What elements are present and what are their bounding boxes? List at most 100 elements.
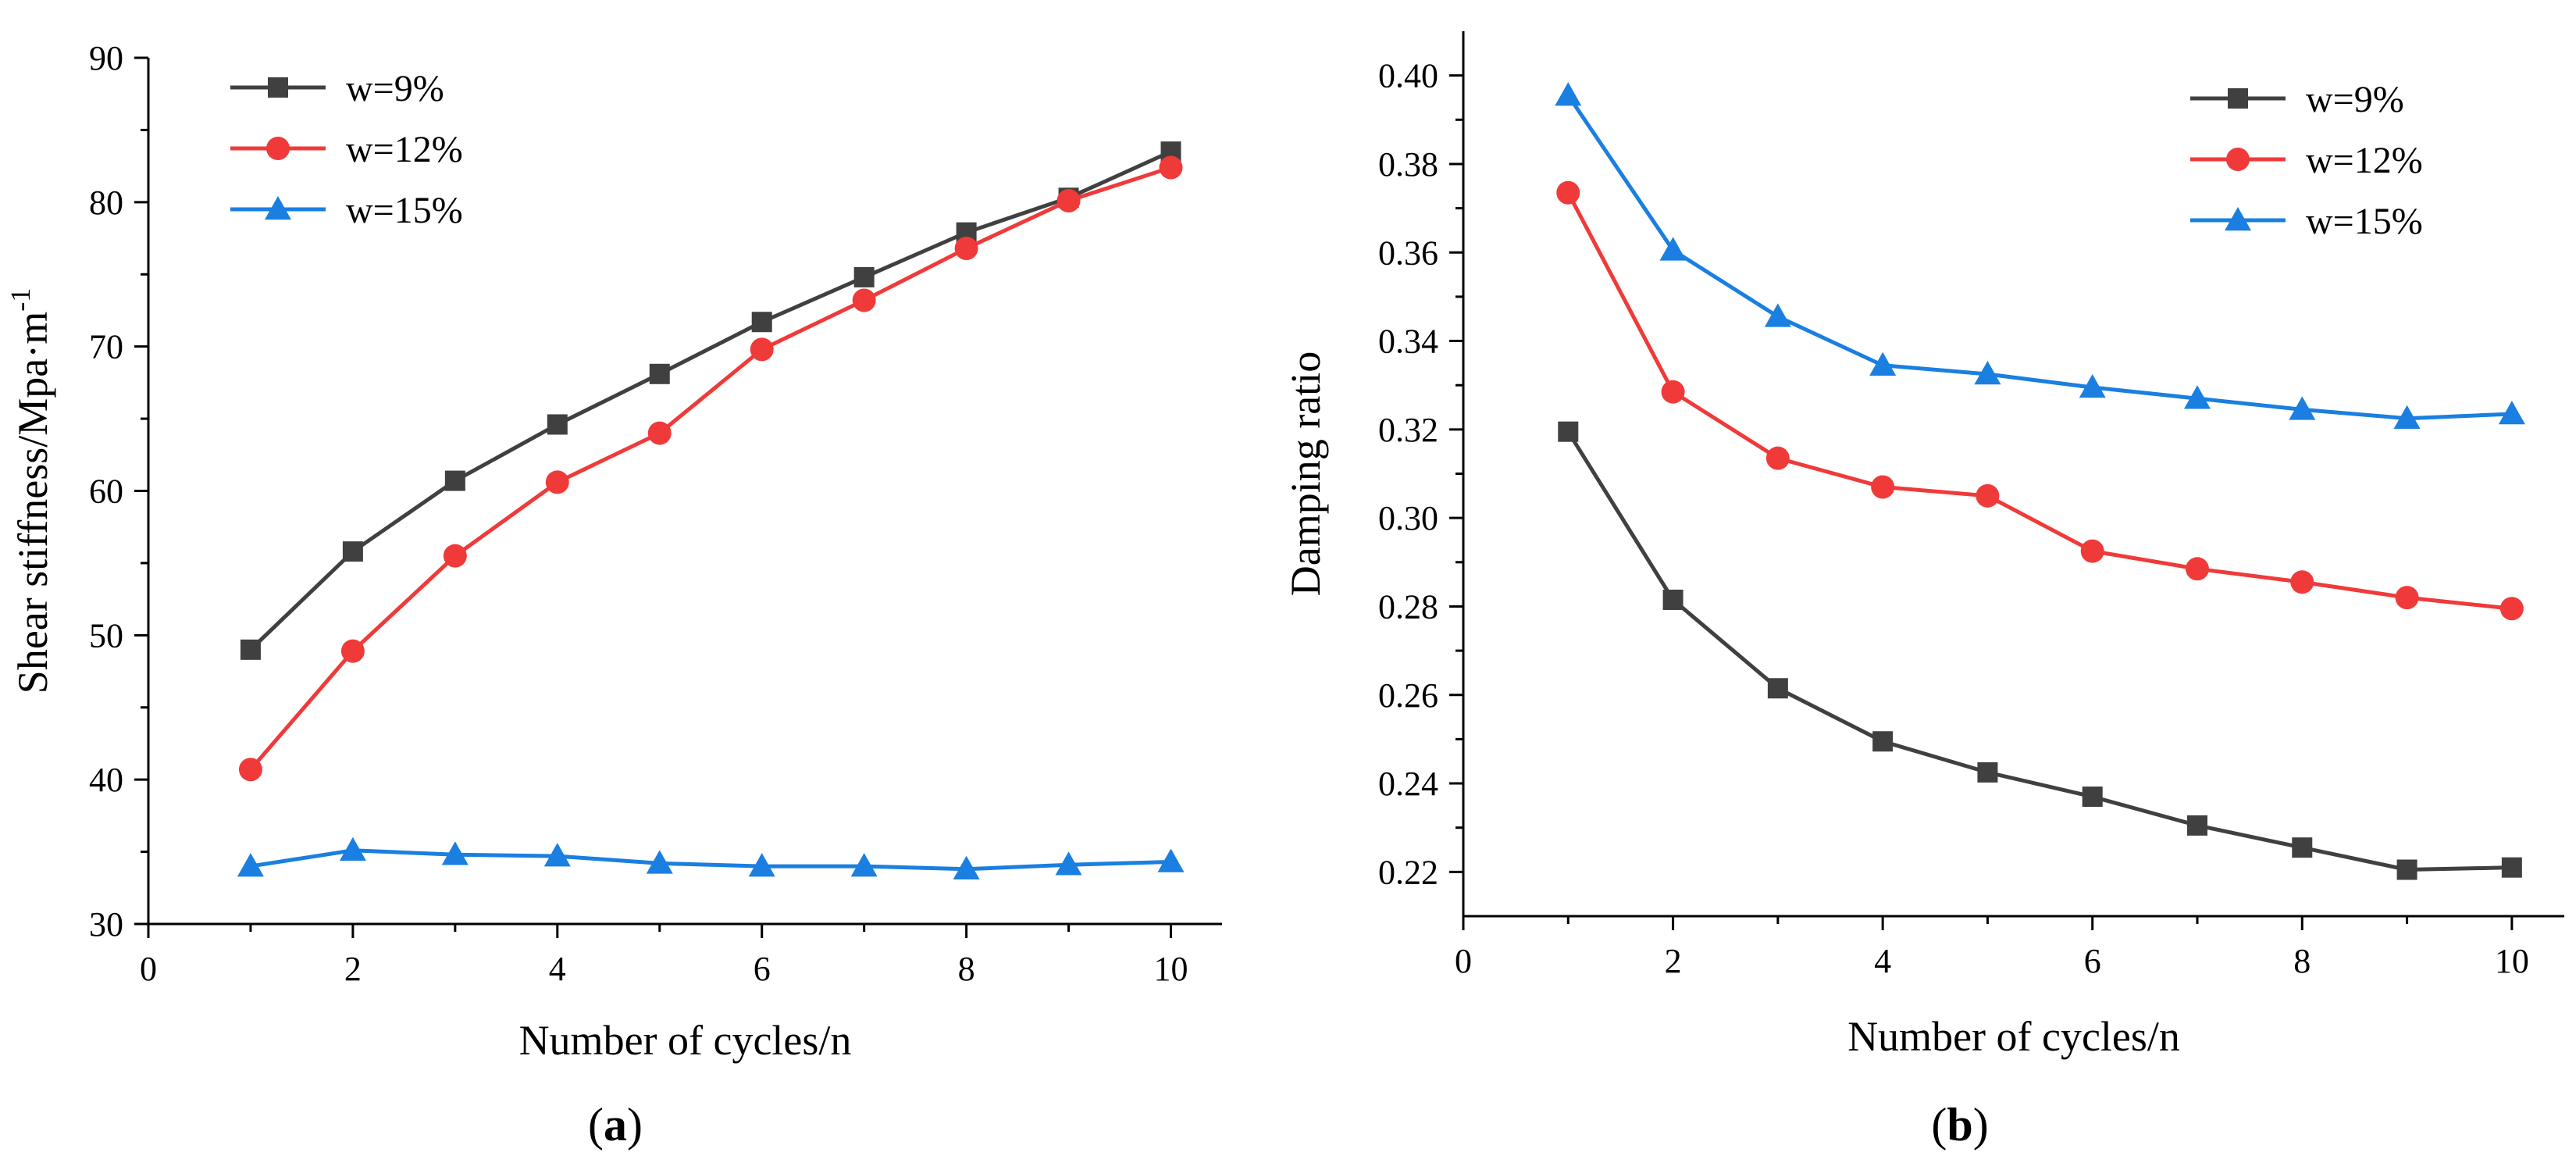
- legend-marker-1: [268, 77, 288, 98]
- data-point-series-2: [853, 289, 876, 312]
- y-axis-title-main: Shear stiffness/Mpa·m: [9, 312, 56, 694]
- data-point-series-2: [2396, 586, 2419, 609]
- data-point-series-2: [1160, 155, 1183, 179]
- y-tick-label: 0.24: [1378, 765, 1438, 803]
- y-tick-label: 0.22: [1378, 853, 1438, 891]
- y-tick-label: 30: [89, 905, 123, 943]
- legend-label-1: w=9%: [2306, 79, 2404, 120]
- data-point-series-2: [2290, 570, 2314, 594]
- x-tick-label: 2: [1665, 942, 1682, 980]
- y-tick-label: 0.30: [1378, 499, 1438, 537]
- legend-marker-1: [2228, 88, 2248, 109]
- data-point-series-1: [854, 267, 875, 287]
- legend: w=9% w=12% w=15%: [230, 68, 463, 231]
- legend: w=9% w=12% w=15%: [2190, 79, 2423, 242]
- data-point-series-3: [1660, 237, 1687, 260]
- data-point-series-2: [444, 544, 467, 568]
- x-tick-label: 10: [1154, 950, 1188, 988]
- data-point-series-1: [2292, 837, 2312, 858]
- data-point-series-1: [2397, 860, 2417, 880]
- data-point-series-2: [1662, 380, 1685, 404]
- y-tick-label: 40: [89, 761, 123, 799]
- panel-b-damping-ratio-chart: 0 2 4 6 8 10 0.22 0.24 0.26 0.28 0.30 0.32 0.34 0.36 0…: [1282, 31, 2564, 1150]
- data-point-series-1: [445, 471, 465, 491]
- x-tick-label: 2: [344, 950, 362, 988]
- data-point-series-1: [343, 541, 363, 562]
- y-tick-label: 60: [89, 473, 123, 511]
- legend-label-2: w=12%: [2306, 140, 2423, 181]
- data-point-series-1: [2502, 858, 2522, 878]
- y-axis-title: Damping ratio: [1282, 351, 1329, 596]
- data-point-series-1: [2083, 787, 2103, 807]
- data-point-series-1: [1558, 422, 1578, 442]
- legend-label-1: w=9%: [346, 68, 444, 109]
- x-tick-label: 6: [754, 950, 771, 988]
- y-axis-title: Shear stiffness/Mpa·m-1: [5, 288, 56, 694]
- y-tick-label: 0.34: [1378, 323, 1438, 361]
- legend-label-3: w=15%: [346, 190, 463, 231]
- x-tick-label: 8: [958, 950, 975, 988]
- data-point-series-1: [1977, 762, 1997, 783]
- data-point-series-2: [546, 470, 569, 494]
- data-point-series-2: [2081, 540, 2104, 563]
- y-tick-label: 90: [89, 39, 123, 77]
- data-point-series-2: [1766, 447, 1790, 470]
- x-tick-label: 4: [1874, 942, 1891, 980]
- legend-marker-2: [2226, 148, 2250, 171]
- y-tick-label: 0.36: [1378, 234, 1438, 272]
- y-tick-label: 0.32: [1378, 411, 1438, 449]
- figure: 0 2 4 6 8 1030405060708090Number of cycles/nS…: [0, 0, 2576, 1170]
- series-line-1: [1568, 432, 2512, 870]
- data-point-series-2: [750, 337, 774, 361]
- y-tick-label: 0.38: [1378, 145, 1438, 184]
- data-point-series-2: [955, 237, 978, 260]
- data-point-series-2: [1556, 181, 1580, 205]
- x-tick-label: 6: [2084, 942, 2101, 980]
- data-point-series-1: [650, 364, 670, 384]
- y-tick-label: 80: [89, 184, 123, 222]
- x-tick-label: 0: [140, 950, 157, 988]
- data-point-series-2: [2500, 597, 2524, 620]
- data-point-series-2: [239, 758, 262, 781]
- data-point-series-1: [2187, 815, 2207, 836]
- panel-a-shear-stiffness-chart: 0 2 4 6 8 10 30 40 50 60 70 80 90 Number of cycles/n S…: [5, 39, 1222, 1150]
- data-point-series-3: [1765, 303, 1791, 326]
- panel-label-letter: a: [604, 1099, 627, 1150]
- data-point-series-2: [648, 422, 672, 445]
- y-tick-label: 50: [89, 616, 123, 655]
- data-point-series-2: [1057, 189, 1081, 212]
- data-point-series-1: [240, 640, 261, 660]
- legend-label-2: w=12%: [346, 129, 463, 170]
- data-point-series-1: [1663, 590, 1683, 610]
- data-point-series-3: [1869, 352, 1896, 376]
- x-axis-title: Number of cycles/n: [1847, 1013, 2180, 1060]
- data-point-series-2: [341, 640, 365, 663]
- panel-label: (a): [588, 1099, 643, 1150]
- data-point-series-1: [752, 312, 772, 332]
- series-line-2: [1568, 193, 2512, 609]
- x-tick-label: 0: [1455, 942, 1472, 980]
- y-tick-label: 70: [89, 328, 123, 366]
- series-line-3: [251, 851, 1171, 869]
- x-tick-label: 10: [2495, 942, 2529, 980]
- data-point-series-1: [1768, 678, 1788, 698]
- panel-label-letter: b: [1947, 1099, 1972, 1150]
- panel-label: (b): [1931, 1099, 1988, 1150]
- y-axis-title-superscript: -1: [5, 288, 36, 312]
- legend-marker-2: [266, 137, 290, 160]
- x-tick-label: 4: [549, 950, 566, 988]
- x-axis-title: Number of cycles/n: [519, 1017, 852, 1064]
- data-point-series-1: [547, 414, 568, 434]
- y-tick-label: 0.40: [1378, 57, 1438, 95]
- data-point-series-2: [2186, 557, 2209, 580]
- legend-label-3: w=15%: [2306, 201, 2423, 242]
- x-tick-label: 8: [2293, 942, 2311, 980]
- data-point-series-1: [1872, 731, 1893, 751]
- data-point-series-2: [1871, 475, 1894, 498]
- series-line-2: [251, 167, 1171, 769]
- data-point-series-3: [1555, 82, 1581, 105]
- y-tick-label: 0.26: [1378, 676, 1438, 715]
- data-point-series-2: [1976, 484, 1999, 508]
- y-tick-label: 0.28: [1378, 587, 1438, 626]
- y-axis-title-main: Damping ratio: [1282, 351, 1329, 596]
